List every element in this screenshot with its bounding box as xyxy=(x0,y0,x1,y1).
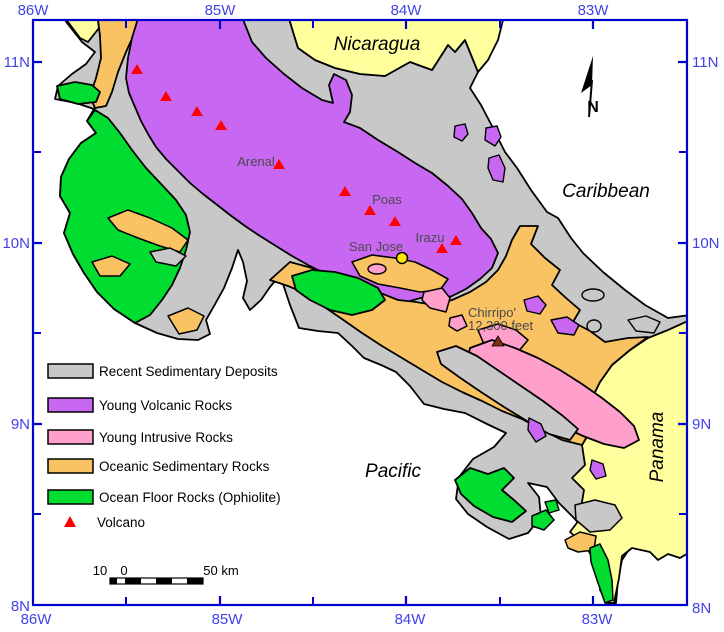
volcano-marker xyxy=(191,106,203,116)
region-nicoya-gray-patch xyxy=(149,247,187,267)
peak-marker-chirripo xyxy=(491,335,505,347)
legend-swatch-young-intrusive xyxy=(47,429,94,445)
region-purple-blob-f xyxy=(527,417,547,443)
region-purple-blob-c xyxy=(487,154,506,183)
region-ophiolite-golfito xyxy=(544,499,560,514)
axis-right-10n: 10N xyxy=(692,235,720,252)
axis-top-86w: 86W xyxy=(18,2,50,19)
label-chirripo-name: Chirripo' xyxy=(468,305,516,320)
axis-bottom-84w: 84W xyxy=(395,611,427,628)
volcano-marker xyxy=(131,64,143,74)
scale-label-zero: 0 xyxy=(120,563,127,578)
volcano-marker xyxy=(389,216,401,226)
region-nicaragua-corner xyxy=(65,20,100,43)
label-caribbean: Caribbean xyxy=(562,181,650,202)
volcano-marker-arenal xyxy=(273,159,285,169)
legend-label-ocean-floor: Ocean Floor Rocks (Ophiolite) xyxy=(99,490,281,505)
axis-top-83w: 83W xyxy=(578,2,610,19)
region-nicoya-orange-tip xyxy=(167,307,205,335)
volcano-markers xyxy=(131,64,462,253)
region-ophiolite-osa-2 xyxy=(531,509,555,531)
axis-right-8n: 8N xyxy=(692,600,711,617)
volcano-marker-irazu xyxy=(436,243,448,253)
region-central-valley-pink xyxy=(367,263,387,275)
label-nicaragua: Nicaragua xyxy=(334,34,421,55)
volcano-marker xyxy=(160,91,172,101)
legend-label-volcano: Volcano xyxy=(97,515,145,530)
region-ophiolite-santa-elena xyxy=(56,81,101,105)
region-intrusive-blob-b xyxy=(448,314,468,332)
scale-bar-segments xyxy=(110,578,203,584)
north-arrow-shaft xyxy=(588,79,593,118)
region-gray-blob-a xyxy=(581,288,605,302)
region-ophiolite-burica xyxy=(589,543,614,604)
region-intrusive-blob-a xyxy=(421,287,451,313)
region-purple-blob-d xyxy=(523,295,547,315)
volcano-marker xyxy=(339,186,351,196)
region-nicoya-orange-patch-sw xyxy=(91,255,131,277)
label-irazu: Irazu xyxy=(416,230,445,245)
region-purple-blob-a xyxy=(453,123,469,142)
region-ophiolite-osa xyxy=(454,467,527,523)
geology-layer xyxy=(54,20,687,605)
north-arrow: N xyxy=(581,56,599,118)
label-pacific: Pacific xyxy=(365,461,421,482)
volcano-marker-poas xyxy=(364,205,376,215)
label-arenal: Arenal xyxy=(237,154,275,169)
axis-bottom-86w: 86W xyxy=(21,611,53,628)
region-gray-blob-border xyxy=(627,315,661,334)
region-purple-blob-g xyxy=(589,459,607,480)
scale-label-left: 10 xyxy=(93,563,107,578)
north-arrow-head xyxy=(581,56,593,93)
map-frame xyxy=(31,18,689,607)
legend-label-recent-sedimentary: Recent Sedimentary Deposits xyxy=(99,364,278,379)
scale-bar: 10 0 50 km xyxy=(93,563,239,585)
axis-left-10n: 10N xyxy=(2,235,30,252)
legend-label-young-volcanic: Young Volcanic Rocks xyxy=(99,398,232,413)
axis-bottom-83w: 83W xyxy=(582,611,614,628)
legend-swatch-recent-sedimentary xyxy=(47,363,94,379)
volcano-marker xyxy=(215,120,227,130)
region-burica-gray xyxy=(574,499,623,533)
legend-swatch-young-volcanic xyxy=(47,397,94,413)
region-nicaragua xyxy=(288,20,504,77)
legend-swatch-oceanic-sedimentary xyxy=(47,458,94,474)
north-arrow-label: N xyxy=(587,99,599,116)
legend-volcano-icon xyxy=(64,516,76,527)
label-chirripo-elevation: 12,300 feet xyxy=(468,318,533,333)
scale-bar-outline xyxy=(109,577,204,585)
region-purple-blob-b xyxy=(484,125,502,147)
region-nicoya-orange-patch xyxy=(107,209,189,253)
axis-left-8n: 8N xyxy=(11,598,30,615)
legend: Recent Sedimentary Deposits Young Volcan… xyxy=(47,363,281,530)
label-poas: Poas xyxy=(372,192,402,207)
legend-swatch-ocean-floor xyxy=(47,489,94,505)
axis-right-11n: 11N xyxy=(692,54,718,71)
scale-label-right: 50 km xyxy=(203,563,238,578)
axis-left-11n: 11N xyxy=(4,54,30,71)
axis-top-85w: 85W xyxy=(205,2,237,19)
city-marker-san-jose xyxy=(395,251,409,265)
legend-label-oceanic-sedimentary: Oceanic Sedimentary Rocks xyxy=(99,459,270,474)
axis-left-9n: 9N xyxy=(11,416,30,433)
region-gray-band-talamanca xyxy=(436,345,579,441)
region-gray-blob-b xyxy=(586,319,602,333)
label-san-jose: San Jose xyxy=(349,239,403,254)
axis-right-9n: 9N xyxy=(692,416,711,433)
legend-label-young-intrusive: Young Intrusive Rocks xyxy=(99,430,233,445)
label-panama: Panama xyxy=(647,412,668,483)
region-purple-blob-e xyxy=(550,316,580,336)
axis-bottom-85w: 85W xyxy=(212,611,244,628)
axis-top-84w: 84W xyxy=(391,2,423,19)
region-ophiolite-herradura xyxy=(291,269,386,316)
volcano-marker xyxy=(450,235,462,245)
